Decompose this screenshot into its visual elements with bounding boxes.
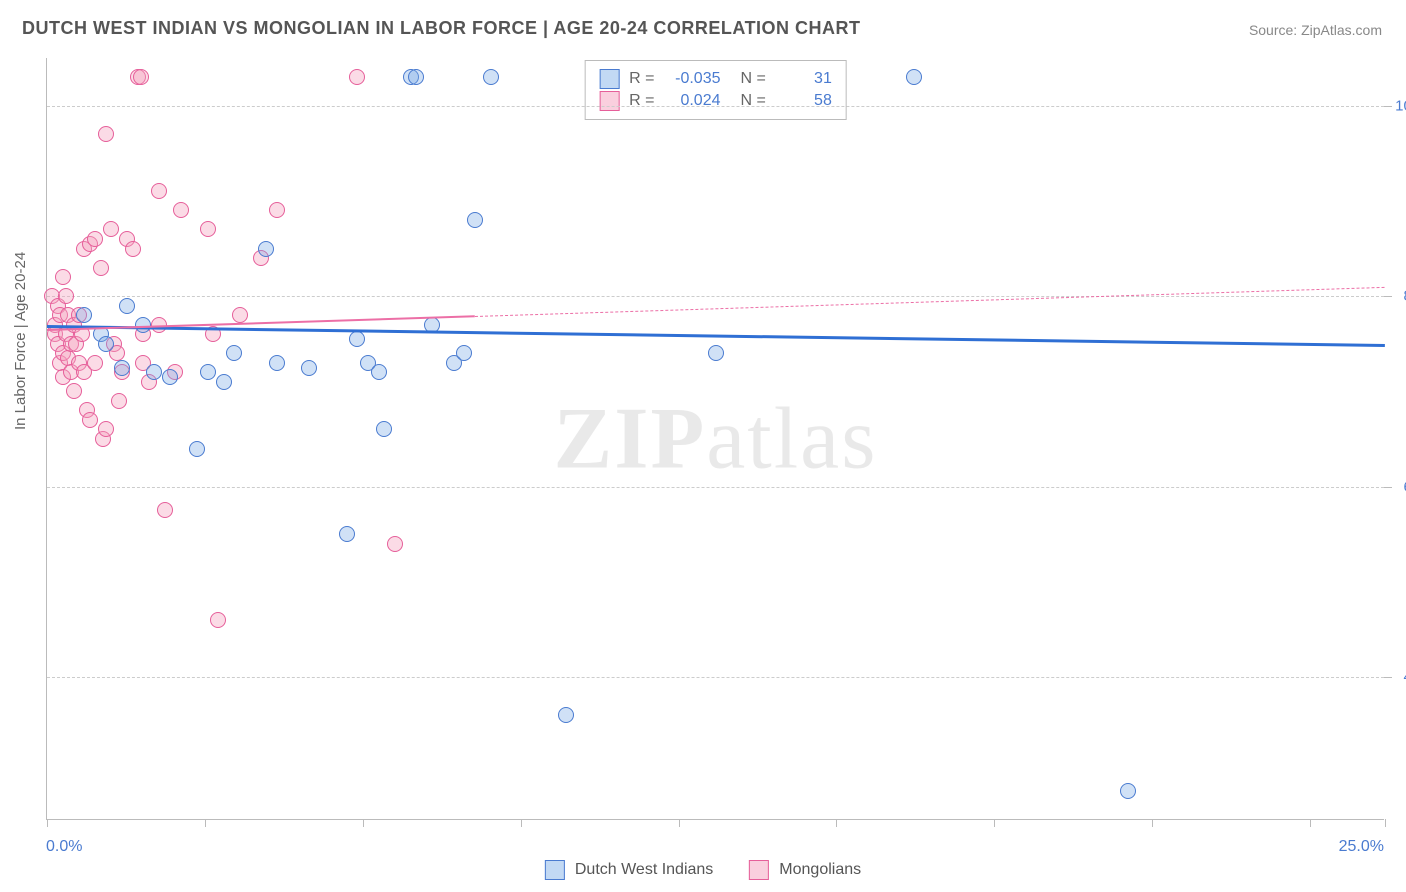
legend-correlation-row: R = 0.024 N = 58 xyxy=(599,91,832,111)
scatter-point xyxy=(133,69,149,85)
n-label: N = xyxy=(741,70,766,88)
r-label: R = xyxy=(629,70,654,88)
trend-line xyxy=(47,325,1385,347)
chart-title: DUTCH WEST INDIAN VS MONGOLIAN IN LABOR … xyxy=(22,18,861,39)
watermark: ZIPatlas xyxy=(554,388,878,489)
y-axis-title: In Labor Force | Age 20-24 xyxy=(12,252,29,430)
legend-correlation-box: R = -0.035 N = 31 R = 0.024 N = 58 xyxy=(584,60,847,120)
scatter-point xyxy=(111,393,127,409)
legend-swatch-icon xyxy=(599,91,619,111)
x-tick xyxy=(1152,819,1153,827)
x-tick xyxy=(679,819,680,827)
scatter-point xyxy=(173,202,189,218)
legend-series: Dutch West Indians Mongolians xyxy=(545,860,861,880)
legend-series-item: Mongolians xyxy=(749,860,861,880)
scatter-point xyxy=(216,374,232,390)
scatter-point xyxy=(146,364,162,380)
scatter-point xyxy=(103,221,119,237)
gridline-h xyxy=(47,677,1384,678)
scatter-point xyxy=(232,307,248,323)
y-tick xyxy=(1384,487,1392,488)
gridline-h xyxy=(47,296,1384,297)
scatter-point xyxy=(558,707,574,723)
legend-swatch-icon xyxy=(749,860,769,880)
watermark-rest: atlas xyxy=(706,390,877,487)
legend-correlation-row: R = -0.035 N = 31 xyxy=(599,69,832,89)
x-axis-max-label: 25.0% xyxy=(1339,838,1384,856)
trend-line xyxy=(475,287,1385,317)
legend-swatch-icon xyxy=(545,860,565,880)
scatter-point xyxy=(210,612,226,628)
r-value: 0.024 xyxy=(665,92,721,110)
scatter-point xyxy=(66,383,82,399)
x-tick xyxy=(363,819,364,827)
scatter-point xyxy=(408,69,424,85)
x-axis-min-label: 0.0% xyxy=(46,838,82,856)
x-tick xyxy=(47,819,48,827)
scatter-point xyxy=(456,345,472,361)
legend-series-label: Dutch West Indians xyxy=(575,861,713,879)
x-tick xyxy=(994,819,995,827)
n-value: 31 xyxy=(776,70,832,88)
scatter-point xyxy=(98,421,114,437)
r-label: R = xyxy=(629,92,654,110)
gridline-h xyxy=(47,487,1384,488)
x-tick xyxy=(1310,819,1311,827)
n-label: N = xyxy=(741,92,766,110)
scatter-point xyxy=(906,69,922,85)
scatter-point xyxy=(58,288,74,304)
scatter-point xyxy=(55,269,71,285)
legend-series-label: Mongolians xyxy=(779,861,861,879)
scatter-point xyxy=(135,317,151,333)
scatter-point xyxy=(87,355,103,371)
scatter-point xyxy=(189,441,205,457)
scatter-point xyxy=(467,212,483,228)
scatter-point xyxy=(483,69,499,85)
watermark-bold: ZIP xyxy=(554,390,707,487)
scatter-point xyxy=(162,369,178,385)
scatter-point xyxy=(349,69,365,85)
y-tick xyxy=(1384,296,1392,297)
scatter-point xyxy=(119,298,135,314)
r-value: -0.035 xyxy=(665,70,721,88)
scatter-point xyxy=(269,202,285,218)
x-tick xyxy=(1385,819,1386,827)
y-tick xyxy=(1384,106,1392,107)
y-tick xyxy=(1384,677,1392,678)
gridline-h xyxy=(47,106,1384,107)
chart-plot-area: ZIPatlas R =-0.035N =31R =0.024N =58 40.… xyxy=(46,58,1384,820)
scatter-point xyxy=(349,331,365,347)
scatter-point xyxy=(269,355,285,371)
scatter-point xyxy=(87,231,103,247)
x-tick xyxy=(836,819,837,827)
scatter-point xyxy=(371,364,387,380)
scatter-point xyxy=(114,360,130,376)
scatter-point xyxy=(82,412,98,428)
y-tick-label: 100.0% xyxy=(1395,97,1406,114)
scatter-point xyxy=(157,502,173,518)
scatter-point xyxy=(93,260,109,276)
scatter-point xyxy=(151,183,167,199)
n-value: 58 xyxy=(776,92,832,110)
scatter-point xyxy=(1120,783,1136,799)
legend-series-item: Dutch West Indians xyxy=(545,860,713,880)
scatter-point xyxy=(301,360,317,376)
scatter-point xyxy=(708,345,724,361)
scatter-point xyxy=(98,126,114,142)
scatter-point xyxy=(226,345,242,361)
scatter-point xyxy=(98,336,114,352)
scatter-point xyxy=(200,364,216,380)
scatter-point xyxy=(339,526,355,542)
scatter-point xyxy=(125,241,141,257)
legend-swatch-icon xyxy=(599,69,619,89)
x-tick xyxy=(205,819,206,827)
scatter-point xyxy=(376,421,392,437)
scatter-point xyxy=(76,307,92,323)
x-tick xyxy=(521,819,522,827)
scatter-point xyxy=(258,241,274,257)
scatter-point xyxy=(387,536,403,552)
source-label: Source: ZipAtlas.com xyxy=(1249,22,1382,38)
scatter-point xyxy=(200,221,216,237)
